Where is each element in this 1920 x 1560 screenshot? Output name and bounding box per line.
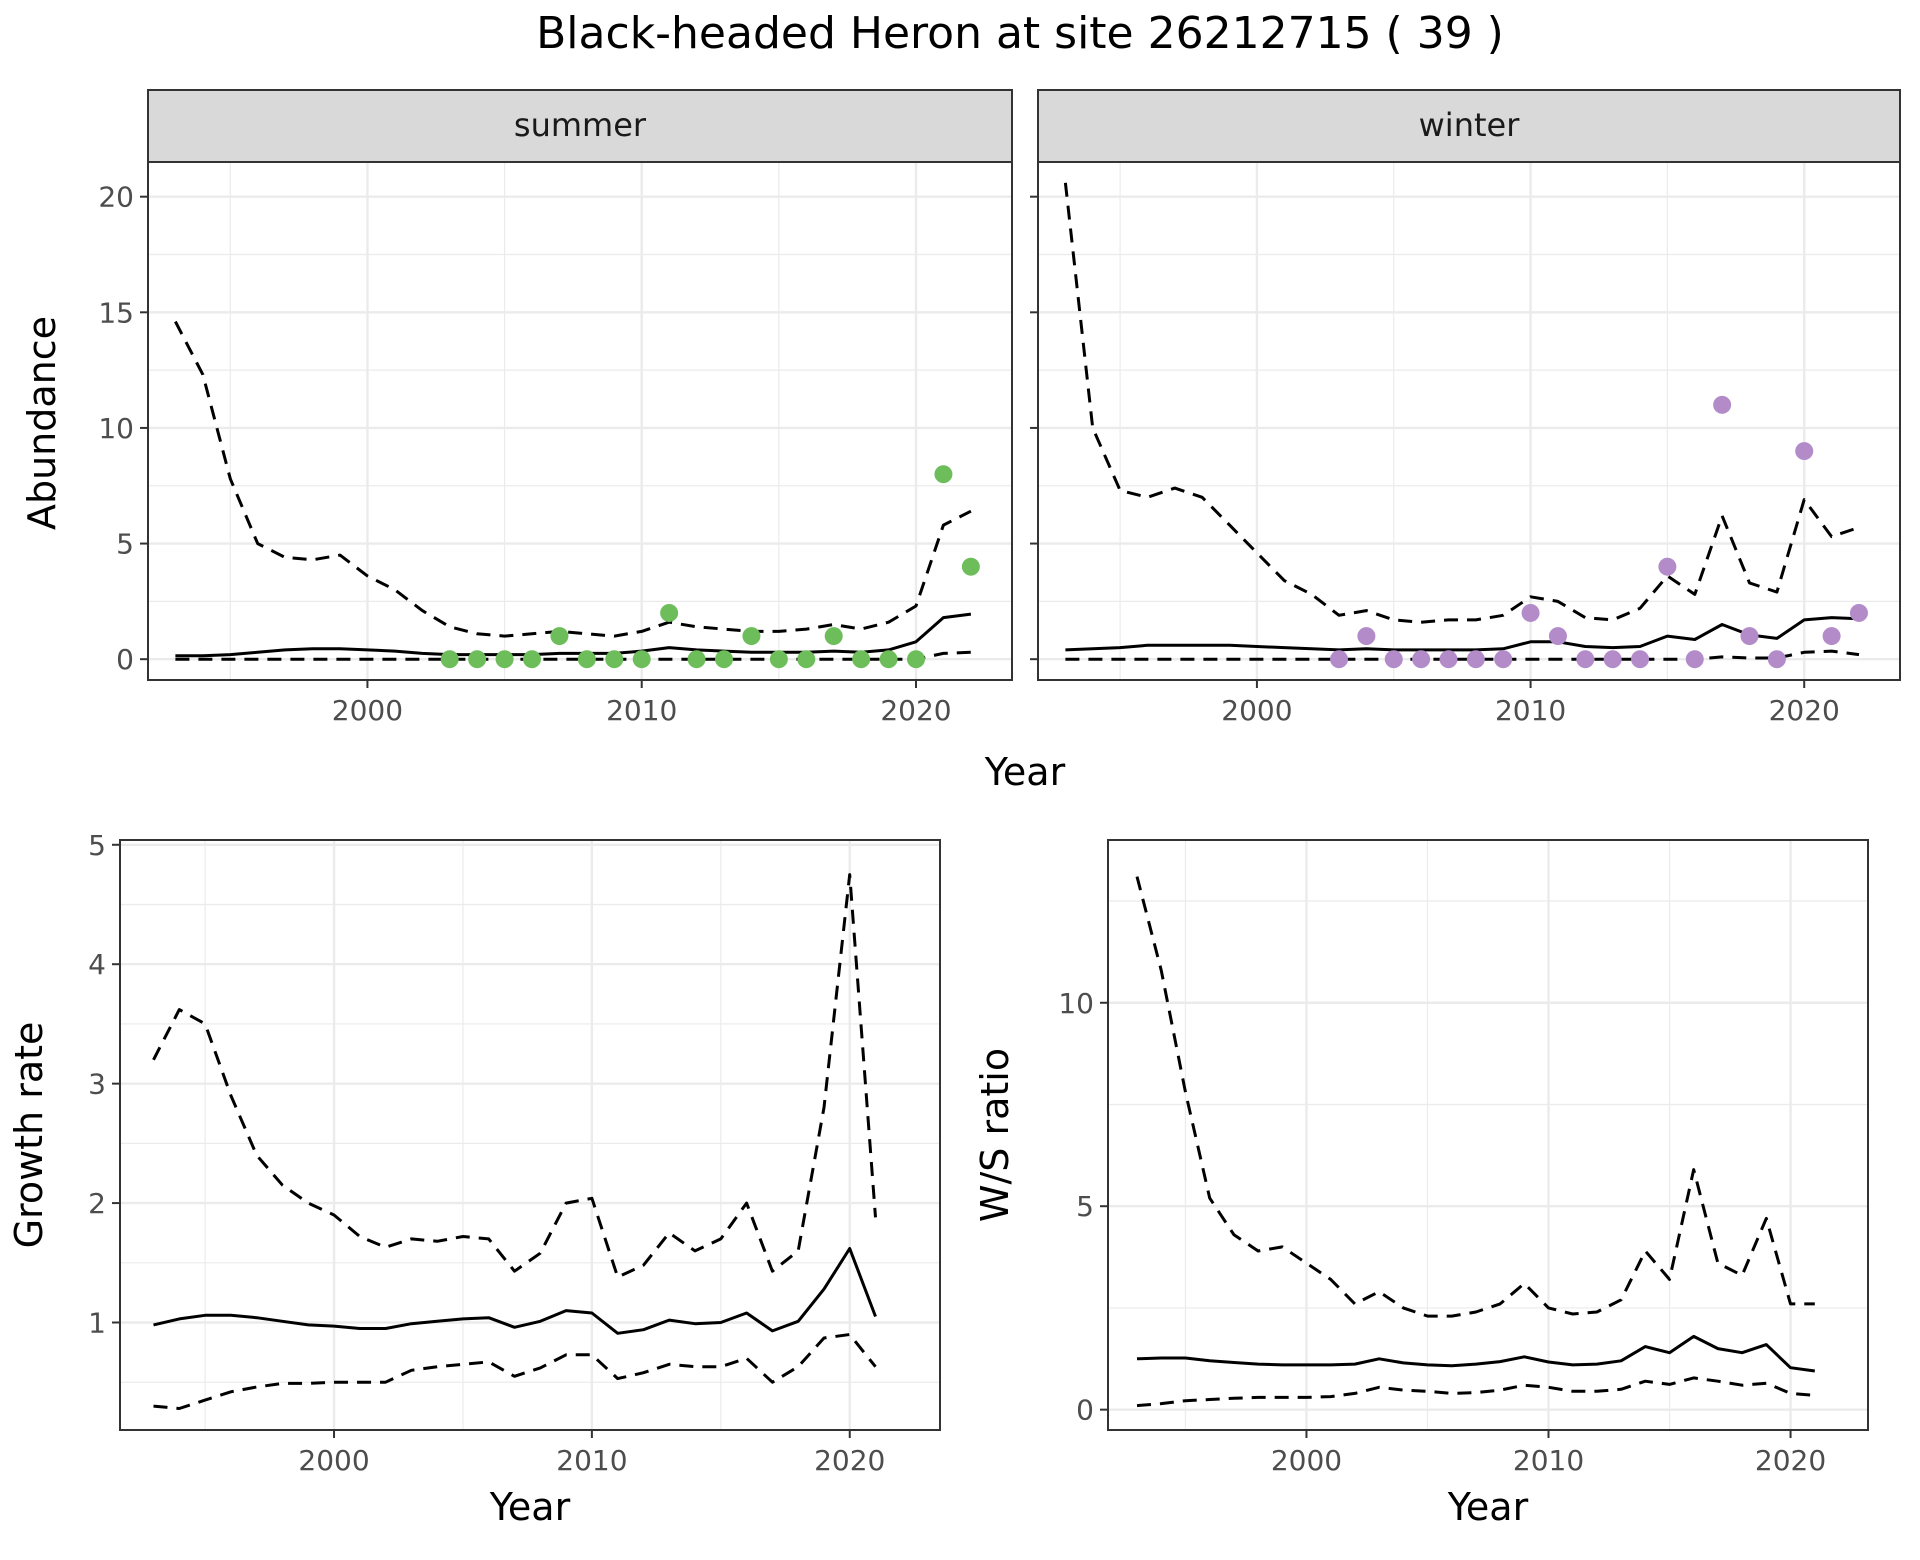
observed-point: [523, 650, 541, 669]
x-tick-label: 2000: [1271, 1444, 1342, 1477]
panel-growth-rate: 2000 2010 2020 1 2 3 4 5 Year Growth rate: [7, 829, 941, 1529]
series-line-upper: [174, 320, 972, 638]
series-line-lower: [153, 1333, 877, 1410]
x-tick-label: 2000: [1221, 694, 1292, 727]
y-tick-label: 1: [88, 1307, 106, 1340]
y-tick-label: 20: [98, 181, 134, 214]
y-tick-label: 10: [98, 412, 134, 445]
facet-strip-label: summer: [514, 106, 647, 144]
observed-point: [1412, 650, 1431, 669]
observed-point: [1631, 650, 1650, 669]
panel-border: [1037, 161, 1901, 681]
observed-point: [769, 650, 788, 669]
series-line-mean: [153, 1247, 877, 1335]
observed-point: [1330, 650, 1349, 669]
observed-point: [1494, 650, 1513, 669]
observed-point: [1740, 627, 1759, 646]
panel-border: [147, 161, 1013, 681]
x-tick-label: 2000: [332, 694, 403, 727]
observed-point: [632, 650, 651, 669]
x-tick-label: 2020: [814, 1444, 885, 1477]
panel-winter-abundance: winter 2000 2010 2020: [1030, 89, 1901, 727]
top-x-axis-label: Year: [984, 750, 1066, 794]
observed-point: [1849, 603, 1868, 622]
y-tick-label: 0: [116, 643, 134, 676]
facet-strip: [147, 89, 1013, 163]
observed-point: [1466, 650, 1485, 669]
observed-point: [1822, 627, 1841, 646]
observed-point: [824, 627, 843, 646]
observed-point: [797, 650, 816, 669]
series-line-lower: [1065, 649, 1860, 661]
observed-point: [550, 627, 569, 646]
observed-point: [1713, 395, 1732, 414]
series-line-mean: [1136, 1334, 1816, 1373]
x-tick-label: 2010: [1495, 694, 1566, 727]
panel-border: [119, 839, 941, 1431]
x-tick-label: 2020: [880, 694, 951, 727]
facet-strip-label: winter: [1419, 106, 1521, 144]
x-tick-label: 2020: [1769, 694, 1840, 727]
y-tick-label: 2: [88, 1187, 106, 1220]
series-line-upper: [1063, 182, 1860, 624]
observed-point: [605, 650, 624, 669]
observed-point: [577, 650, 596, 669]
observed-point: [879, 650, 898, 669]
observed-point: [440, 650, 459, 669]
observed-point: [1658, 557, 1677, 576]
panel-summer-abundance: summer 2000 2010 2020 0 5 10 15 20: [98, 89, 1013, 727]
observed-point: [1685, 650, 1704, 669]
chart-title: Black-headed Heron at site 26212715 ( 39…: [536, 8, 1504, 59]
series-line-lower: [175, 650, 971, 661]
facet-strip: [1037, 89, 1901, 163]
observed-point: [1603, 650, 1622, 669]
observed-point: [660, 603, 679, 622]
x-axis-label: Year: [1447, 1485, 1529, 1529]
series-line-upper: [1135, 876, 1815, 1318]
series-line-upper: [152, 873, 877, 1279]
observed-point: [1357, 627, 1376, 646]
observed-point: [1795, 442, 1814, 461]
y-tick-label: 15: [98, 296, 134, 329]
y-tick-label: 0: [1076, 1394, 1094, 1427]
top-y-axis-label: Abundance: [20, 316, 64, 530]
y-tick-label: 5: [1076, 1190, 1094, 1223]
observed-point: [1576, 650, 1595, 669]
observed-point: [742, 627, 761, 646]
series-line-lower: [1136, 1376, 1815, 1408]
observed-point: [1384, 650, 1403, 669]
x-tick-label: 2000: [298, 1444, 369, 1477]
observed-point: [907, 650, 925, 669]
observed-point: [495, 650, 514, 669]
series-line-mean: [175, 612, 972, 658]
y-axis-label: W/S ratio: [973, 1048, 1017, 1222]
observed-point: [715, 650, 733, 669]
x-axis-label: Year: [489, 1485, 571, 1529]
y-tick-label: 10: [1058, 987, 1094, 1020]
observed-point: [1521, 603, 1540, 622]
panel-border: [1107, 839, 1869, 1431]
observed-point: [687, 650, 706, 669]
y-tick-label: 5: [116, 528, 134, 561]
observed-point: [1767, 650, 1786, 669]
x-tick-label: 2020: [1755, 1444, 1826, 1477]
y-axis-label: Growth rate: [7, 1022, 51, 1249]
x-tick-label: 2010: [556, 1444, 627, 1477]
y-tick-label: 5: [88, 829, 106, 862]
y-tick-label: 4: [88, 948, 106, 981]
observed-point: [468, 650, 487, 669]
observed-point: [852, 650, 871, 669]
observed-point: [934, 465, 953, 484]
panel-ws-ratio: 2000 2010 2020 0 5 10 Year W/S ratio: [973, 839, 1869, 1529]
observed-point: [1439, 650, 1458, 669]
observed-point: [1548, 627, 1567, 646]
x-tick-label: 2010: [1513, 1444, 1584, 1477]
series-line-mean: [1065, 616, 1860, 652]
observed-point: [961, 557, 980, 576]
x-tick-label: 2010: [606, 694, 677, 727]
y-tick-label: 3: [88, 1068, 106, 1101]
